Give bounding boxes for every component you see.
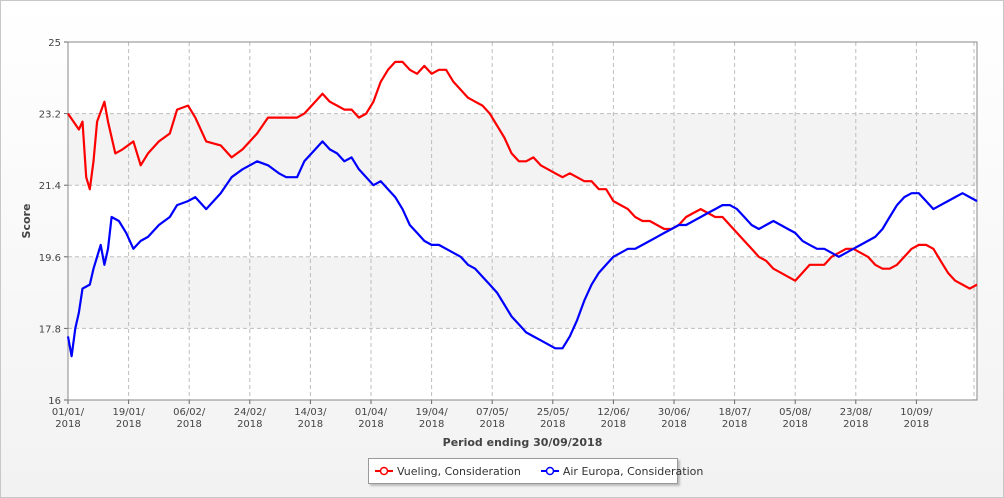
legend-label-vueling: Vueling, Consideration <box>397 464 521 478</box>
plot-border <box>67 41 978 401</box>
x-tick-label: 14/03/2018 <box>294 407 327 430</box>
plot-band <box>68 113 977 186</box>
x-tick-label: 24/02/2018 <box>234 407 267 430</box>
x-tick-label: 23/08/2018 <box>840 407 873 430</box>
x-tick-label: 25/05/2018 <box>537 407 570 430</box>
legend-item-vueling[interactable]: Vueling, Consideration <box>375 465 521 478</box>
legend-marker-red-icon <box>375 466 393 476</box>
y-tick-label: 17.8 <box>39 324 61 335</box>
x-tick-label: 19/01/2018 <box>113 407 146 430</box>
x-tick-label: 18/07/2018 <box>719 407 752 430</box>
plot-area <box>68 42 977 400</box>
series-line-air-europa <box>66 140 978 358</box>
x-tick-label: 01/04/2018 <box>355 407 388 430</box>
plot-band <box>68 256 977 329</box>
y-tick-label: 23.2 <box>39 110 61 121</box>
legend-marker-blue-icon <box>540 466 559 476</box>
x-axis-title: Period ending 30/09/2018 <box>443 436 603 449</box>
x-tick-label: 06/02/2018 <box>173 407 206 430</box>
y-axis-title: Score <box>20 204 33 239</box>
y-tick-label: 25 <box>48 38 61 49</box>
y-tick-label: 21.4 <box>39 181 61 192</box>
x-tick-label: 01/01/2018 <box>52 407 85 430</box>
x-tick-label: 12/06/2018 <box>597 407 630 430</box>
legend-label-air-europa: Air Europa, Consideration <box>562 464 704 478</box>
x-tick-label: 30/06/2018 <box>658 407 691 430</box>
x-tick-label: 19/04/2018 <box>416 407 449 430</box>
x-tick-label: 07/05/2018 <box>476 407 509 430</box>
x-tick-label: 05/08/2018 <box>779 407 812 430</box>
y-tick-label: 16 <box>48 396 61 407</box>
y-tick-label: 19.6 <box>39 253 61 264</box>
legend-item-air-europa[interactable]: Air Europa, Consideration <box>540 464 704 478</box>
series-line-vueling <box>67 60 978 290</box>
chart-legend: Vueling, Consideration Air Europa, Consi… <box>368 458 703 484</box>
x-tick-label: 10/09/2018 <box>900 407 933 430</box>
